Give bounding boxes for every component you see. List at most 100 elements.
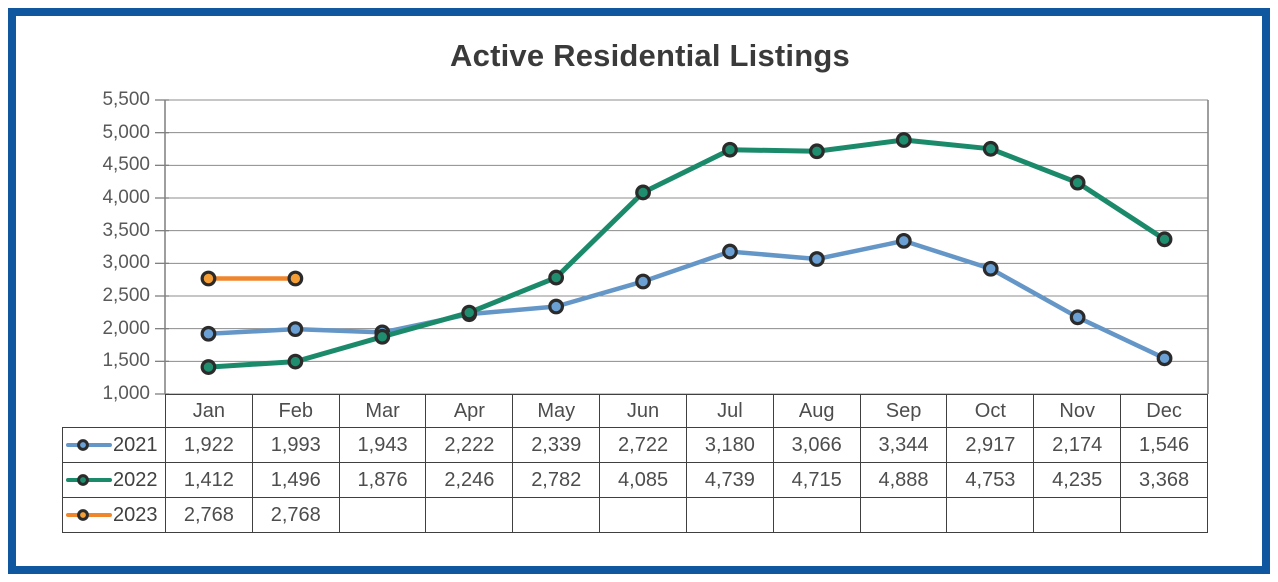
- legend-cell-2021: 2021: [62, 427, 166, 463]
- y-axis-tick-label: 1,000: [102, 383, 150, 404]
- table-value-cell-2023-Oct: [946, 497, 1035, 533]
- data-point-2021-May: [548, 298, 565, 315]
- table-value-cell-2021-Sep: 3,344: [859, 427, 948, 463]
- table-value-cell-2023-Jan: 2,768: [165, 497, 253, 533]
- data-point-2022-Jul: [722, 141, 738, 158]
- table-value-cell-2022-Mar: 1,876: [338, 462, 427, 498]
- data-point-2022-Aug: [808, 143, 825, 160]
- y-axis-tick-label: 2,000: [102, 317, 150, 339]
- table-value-cell-2023-Jul: [685, 497, 774, 533]
- month-header-cell: Oct: [946, 394, 1035, 428]
- legend-series-icon: [66, 509, 112, 521]
- table-value-cell-2021-Aug: 3,066: [772, 427, 861, 463]
- table-value-cell-2021-Dec: 1,546: [1120, 427, 1208, 463]
- series-line-2021: [206, 238, 1167, 361]
- legend-year-label: 2022: [113, 468, 158, 491]
- table-row-2021: 2021 1,922 1,993 1,943 2,222 2,339 2,722 3,180 3…: [62, 427, 1208, 463]
- table-value-cell-2021-Apr: 2,222: [425, 427, 514, 463]
- table-value-cell-2021-Jan: 1,922: [165, 427, 253, 463]
- month-header-cell: Feb: [251, 394, 340, 428]
- data-point-2021-Jun: [635, 273, 651, 290]
- data-point-2021-Dec: [1156, 350, 1173, 367]
- legend-series-icon: [66, 474, 112, 486]
- month-header-cell: Mar: [338, 394, 427, 428]
- data-point-2021-Aug: [808, 251, 825, 267]
- y-axis-tick-label: 4,500: [102, 154, 150, 176]
- data-point-2021-Oct: [982, 260, 999, 277]
- table-value-cell-2021-Jul: 3,180: [685, 427, 774, 463]
- month-header-cell: Jun: [599, 394, 687, 428]
- series-line-2022: [205, 137, 1168, 370]
- data-point-2022-Jan: [200, 359, 217, 375]
- chart-title: Active Residential Listings: [450, 38, 850, 73]
- table-value-cell-2022-Oct: 4,753: [946, 462, 1035, 498]
- table-value-cell-2023-Dec: [1120, 497, 1208, 533]
- table-value-cell-2022-Feb: 1,496: [251, 462, 340, 498]
- y-axis-tick-label: 3,500: [102, 219, 150, 241]
- legend-series-icon: [66, 439, 112, 451]
- data-point-2021-Jul: [722, 243, 738, 260]
- month-header-cell: Aug: [772, 394, 861, 428]
- legend-year-label: 2021: [113, 433, 158, 456]
- data-point-2021-Jan: [200, 325, 217, 342]
- data-point-2023-Jan: [200, 270, 217, 287]
- y-axis-tick-label: 2,500: [102, 285, 150, 306]
- data-point-2022-Feb: [287, 353, 304, 370]
- data-point-2022-Apr: [461, 304, 478, 321]
- data-point-2021-Sep: [895, 232, 912, 249]
- y-axis-tick-label: 3,000: [102, 252, 150, 274]
- month-header-cell: Sep: [859, 394, 948, 428]
- table-value-cell-2022-Aug: 4,715: [772, 462, 861, 498]
- table-value-cell-2022-Apr: 2,246: [425, 462, 514, 498]
- month-header-cell: May: [512, 394, 601, 428]
- table-value-cell-2023-Apr: [425, 497, 514, 533]
- table-value-cell-2023-Aug: [772, 497, 861, 533]
- data-point-2022-Nov: [1069, 174, 1086, 191]
- table-value-cell-2023-Feb: 2,768: [251, 497, 340, 533]
- data-point-2023-Feb: [287, 270, 304, 287]
- data-point-2022-Mar: [374, 328, 391, 345]
- chart-data-table: Jan Feb Mar Apr May Jun Jul Aug Sep Oct Nov Dec 2021…: [62, 394, 1208, 533]
- data-point-2021-Feb: [287, 321, 304, 338]
- table-value-cell-2023-May: [512, 497, 601, 533]
- table-value-cell-2021-Jun: 2,722: [599, 427, 687, 463]
- data-point-2022-May: [548, 269, 565, 286]
- table-value-cell-2021-Oct: 2,917: [946, 427, 1035, 463]
- data-point-2021-Nov: [1069, 309, 1086, 326]
- month-header-cell: Jul: [685, 394, 774, 428]
- table-value-cell-2022-Nov: 4,235: [1033, 462, 1122, 498]
- table-value-cell-2021-Nov: 2,174: [1033, 427, 1122, 463]
- table-row-2022: 2022 1,412 1,496 1,876 2,246 2,782 4,085 4,739 4…: [62, 462, 1208, 498]
- table-value-cell-2023-Jun: [599, 497, 687, 533]
- table-value-cell-2021-May: 2,339: [512, 427, 601, 463]
- table-value-cell-2022-May: 2,782: [512, 462, 601, 498]
- table-value-cell-2023-Nov: [1033, 497, 1122, 533]
- legend-cell-2023: 2023: [62, 497, 166, 533]
- table-value-cell-2023-Mar: [338, 497, 427, 533]
- y-axis-tick-label: 5,500: [102, 89, 150, 110]
- y-axis-tick-label: 1,500: [102, 350, 150, 372]
- data-point-2022-Dec: [1156, 231, 1173, 248]
- legend-year-label: 2023: [113, 503, 158, 526]
- table-value-cell-2022-Jan: 1,412: [165, 462, 253, 498]
- data-point-2022-Oct: [982, 140, 999, 157]
- month-header-cell: Apr: [425, 394, 514, 428]
- table-value-cell-2022-Dec: 3,368: [1120, 462, 1208, 498]
- data-point-2022-Jun: [635, 184, 651, 201]
- table-value-cell-2021-Mar: 1,943: [338, 427, 427, 463]
- month-header-cell: Dec: [1120, 394, 1208, 428]
- data-point-2022-Sep: [895, 132, 912, 148]
- table-row-2023: 2023 2,768 2,768: [62, 497, 1208, 533]
- legend-cell-2022: 2022: [62, 462, 166, 498]
- table-value-cell-2022-Sep: 4,888: [859, 462, 948, 498]
- month-header-cell: Jan: [165, 394, 253, 428]
- table-value-cell-2023-Sep: [859, 497, 948, 533]
- table-corner-cell: [63, 395, 166, 428]
- month-header-cell: Nov: [1033, 394, 1122, 428]
- table-value-cell-2021-Feb: 1,993: [251, 427, 340, 463]
- table-value-cell-2022-Jun: 4,085: [599, 462, 687, 498]
- y-axis-tick-label: 5,000: [102, 121, 150, 143]
- table-value-cell-2022-Jul: 4,739: [685, 462, 774, 498]
- y-axis-tick-label: 4,000: [102, 187, 150, 208]
